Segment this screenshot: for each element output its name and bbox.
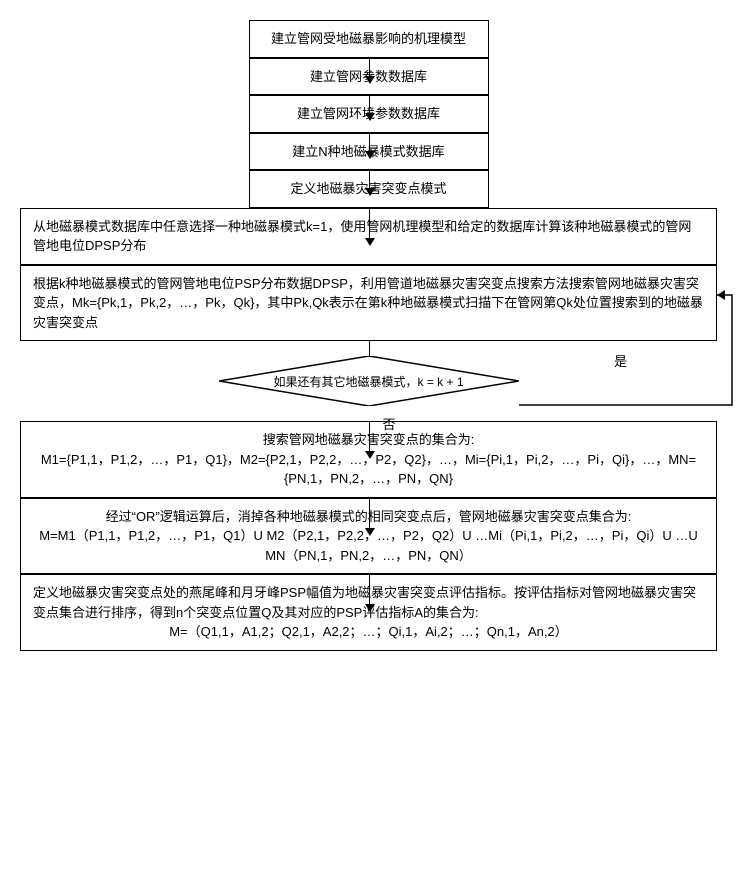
loop-region: 根据k种地磁暴模式的管网管地电位PSP分布数据DPSP，利用管道地磁暴灾害突变点… (20, 265, 717, 422)
decision-diamond: 如果还有其它地磁暴模式，k = k + 1 (219, 356, 519, 406)
decision-wrap: 如果还有其它地磁暴模式，k = k + 1 是 否 (20, 341, 717, 421)
text-line: MN（PN,1，PN,2，…，PN，QN） (33, 546, 704, 566)
label-no: 否 (383, 414, 396, 433)
box-model: 建立管网受地磁暴影响的机理模型 (249, 20, 489, 58)
flowchart: 建立管网受地磁暴影响的机理模型 建立管网参数数据库 建立管网环境参数数据库 建立… (20, 20, 717, 651)
decision-text: 如果还有其它地磁暴模式，k = k + 1 (219, 356, 519, 406)
text-line: M=（Q1,1，A1,2；Q2,1，A2,2；…；Qi,1，Ai,2；…；Qn,… (33, 622, 704, 642)
box-search-mutation: 根据k种地磁暴模式的管网管地电位PSP分布数据DPSP，利用管道地磁暴灾害突变点… (20, 265, 717, 342)
label-yes: 是 (614, 351, 627, 370)
